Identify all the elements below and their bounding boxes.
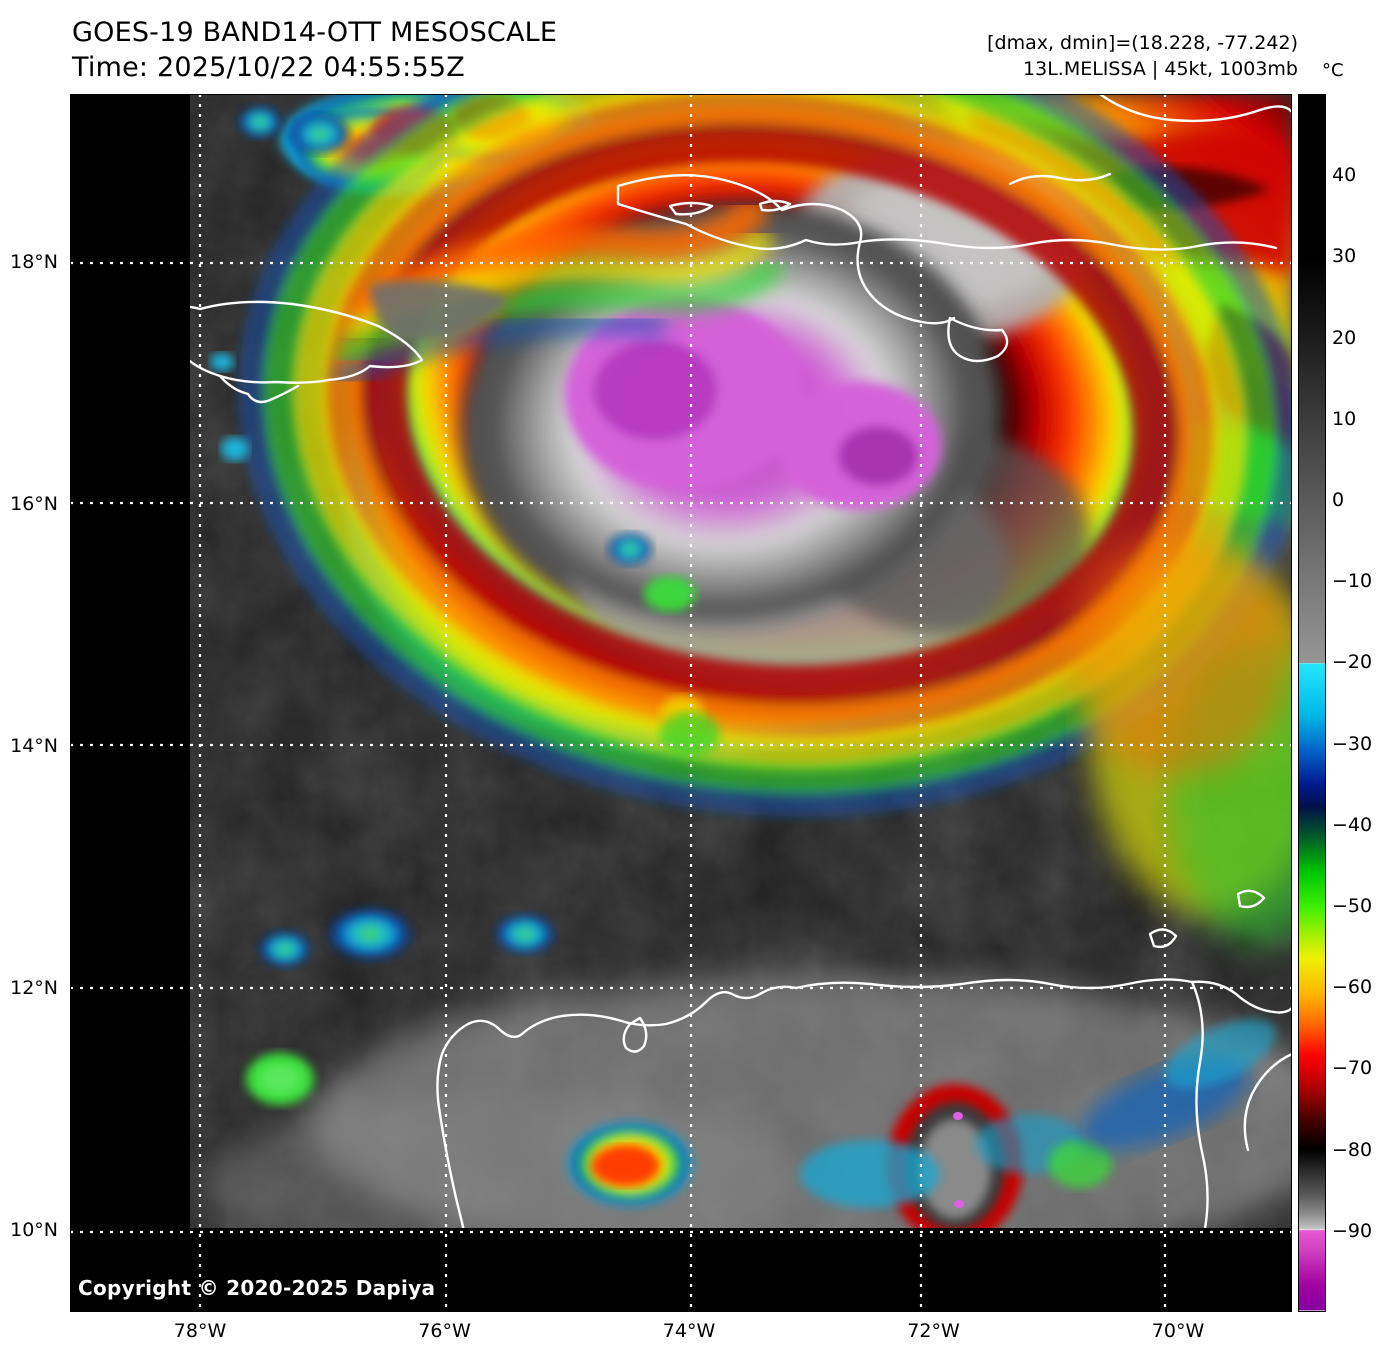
colorbar-tick-label: −30	[1332, 732, 1373, 755]
colorbar-tick-label: −90	[1332, 1219, 1373, 1242]
page-title: GOES-19 BAND14-OTT MESOSCALE Time: 2025/…	[72, 16, 557, 85]
copyright-notice: Copyright © 2020-2025 Dapiya	[78, 1276, 436, 1300]
colorbar-tick-label: −60	[1332, 976, 1373, 999]
map-gridlines	[70, 94, 1292, 1312]
storm-info-readout: 13L.MELISSA | 45kt, 1003mb	[1023, 58, 1298, 81]
colorbar-tick-label: −40	[1332, 813, 1373, 836]
header-annotations: [dmax, dmin]=(18.228, -77.242) 13L.MELIS…	[987, 30, 1298, 82]
satellite-image-panel[interactable]	[70, 94, 1292, 1312]
x-axis-tick-label: 74°W	[662, 1320, 716, 1342]
colorbar-tick-label: −50	[1332, 895, 1373, 917]
colorbar-gradient	[1299, 95, 1325, 1311]
y-axis-tick-label: 10°N	[10, 1219, 58, 1241]
y-axis-tick-label: 14°N	[10, 735, 58, 757]
x-axis-tick-label: 78°W	[173, 1320, 227, 1342]
coastline-overlay	[190, 94, 1292, 1228]
satellite-imagery	[70, 94, 1292, 1312]
x-axis-tick-label: 72°W	[907, 1320, 960, 1342]
x-axis-tick-label: 70°W	[1151, 1320, 1205, 1342]
colorbar-tick-label: −20	[1332, 651, 1373, 674]
dmax-dmin-readout: [dmax, dmin]=(18.228, -77.242)	[987, 32, 1298, 54]
title-line-1: GOES-19 BAND14-OTT MESOSCALE	[72, 17, 558, 48]
colorbar	[1298, 94, 1326, 1312]
colorbar-tick-label: −80	[1332, 1138, 1373, 1161]
colorbar-tick-label: 0	[1332, 489, 1345, 511]
colorbar-tick-label: 20	[1332, 326, 1357, 349]
colorbar-tick-label: −10	[1332, 570, 1373, 593]
y-axis-tick-label: 12°N	[10, 977, 58, 999]
y-axis-tick-label: 18°N	[10, 251, 58, 273]
y-axis-tick-label: 16°N	[10, 493, 58, 515]
colorbar-unit-label: °C	[1322, 60, 1344, 81]
title-line-2: Time: 2025/10/22 04:55:55Z	[72, 51, 465, 83]
colorbar-tick-label: −70	[1332, 1057, 1373, 1080]
colorbar-tick-label: 10	[1332, 407, 1357, 430]
colorbar-tick-label: 30	[1332, 245, 1357, 268]
colorbar-tick-label: 40	[1332, 164, 1357, 187]
x-axis-tick-label: 76°W	[418, 1320, 471, 1342]
